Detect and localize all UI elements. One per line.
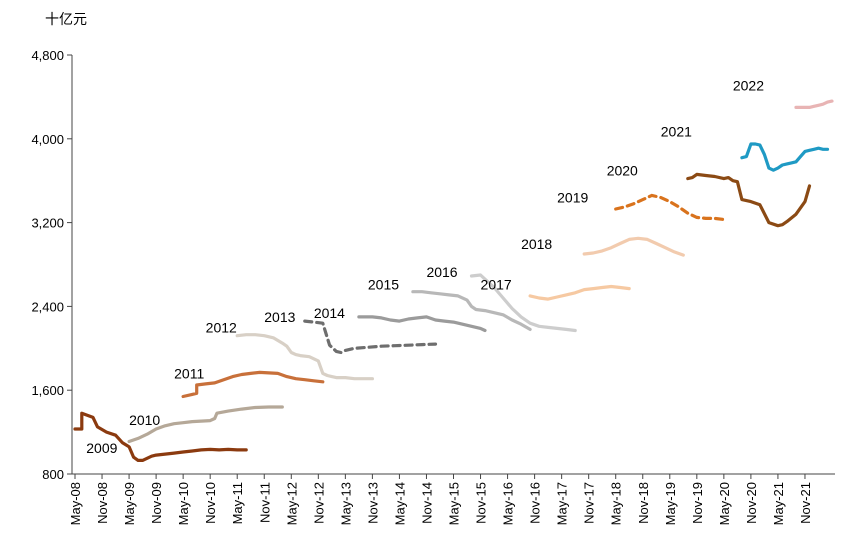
y-tick-label: 4,800 [31,48,64,63]
y-axis-unit-label: 十亿元 [45,11,87,27]
x-tick-label: May-14 [392,482,407,525]
series-line-2014 [357,315,487,333]
x-tick-label: May-19 [663,482,678,525]
series-line-2021 [740,142,830,172]
y-tick-label: 800 [42,467,64,482]
series-annotations: 2009 2010 2011 2012 2013 2014 2015 2016 2017 2018… [86,78,764,456]
x-tick-label: May-10 [176,482,191,525]
x-tick-label: Nov-08 [95,482,110,524]
annotation-label: 2011 [174,366,204,382]
series-line-2022 [794,99,834,109]
x-tick-label: Nov-09 [149,482,164,524]
series-line-2012 [235,333,374,381]
annotation-label: 2012 [206,320,237,336]
series-line-2015 [411,290,532,331]
x-tick-label: May-08 [68,482,83,525]
y-tick-label: 4,000 [31,132,64,147]
x-tick-label: May-18 [609,482,624,525]
x-tick-label: Nov-16 [528,482,543,524]
x-tick-label: Nov-21 [798,482,813,524]
series-line-2020 [686,172,812,228]
x-tick-label: May-09 [122,482,137,525]
annotation-label: 2009 [86,440,117,456]
x-ticks: May-08 Nov-08 May-09 Nov-09 May-10 Nov-10 May-… [68,474,813,525]
series-line-2017 [528,284,631,301]
annotation-label: 2013 [264,309,295,325]
x-tick-label: Nov-13 [365,482,380,524]
series-line-2016 [469,273,577,333]
x-tick-label: Nov-17 [582,482,597,524]
x-tick-label: May-12 [284,482,299,525]
series-line-2018 [582,236,685,257]
annotation-label: 2015 [368,277,399,293]
y-tick-label: 2,400 [31,299,64,314]
annotation-label: 2014 [314,305,345,321]
x-tick-label: May-11 [230,482,245,524]
x-tick-label: Nov-12 [311,482,326,524]
annotation-label: 2022 [733,78,764,94]
series-line-2011 [181,370,325,399]
x-tick-label: May-15 [447,482,462,525]
series-line-2010 [127,405,284,444]
x-tick-label: Nov-19 [690,482,705,524]
annotation-label: 2010 [129,412,160,428]
series-line-2009 [73,411,248,462]
x-tick-label: Nov-18 [636,482,651,524]
series-lines [73,99,834,462]
annotation-label: 2016 [426,264,457,280]
annotation-label: 2021 [661,124,692,140]
x-tick-label: May-17 [555,482,570,525]
y-ticks: 800 1,600 2,400 3,200 4,000 4,800 [31,48,72,482]
x-tick-label: Nov-14 [419,482,434,524]
annotation-label: 2017 [481,277,512,293]
series-line-2019 [614,193,726,222]
y-tick-label: 3,200 [31,216,64,231]
x-tick-label: Nov-20 [744,482,759,524]
x-tick-label: May-16 [501,482,516,525]
x-tick-label: May-20 [717,482,732,525]
annotation-label: 2018 [521,236,552,252]
series-line-2013 [303,319,438,355]
annotation-label: 2020 [607,162,638,178]
y-tick-label: 1,600 [31,383,64,398]
x-tick-label: Nov-11 [257,482,272,523]
x-tick-label: Nov-10 [203,482,218,524]
x-tick-label: May-13 [338,482,353,525]
x-tick-label: May-21 [771,482,786,525]
x-tick-label: Nov-15 [474,482,489,524]
annotation-label: 2019 [557,190,588,206]
